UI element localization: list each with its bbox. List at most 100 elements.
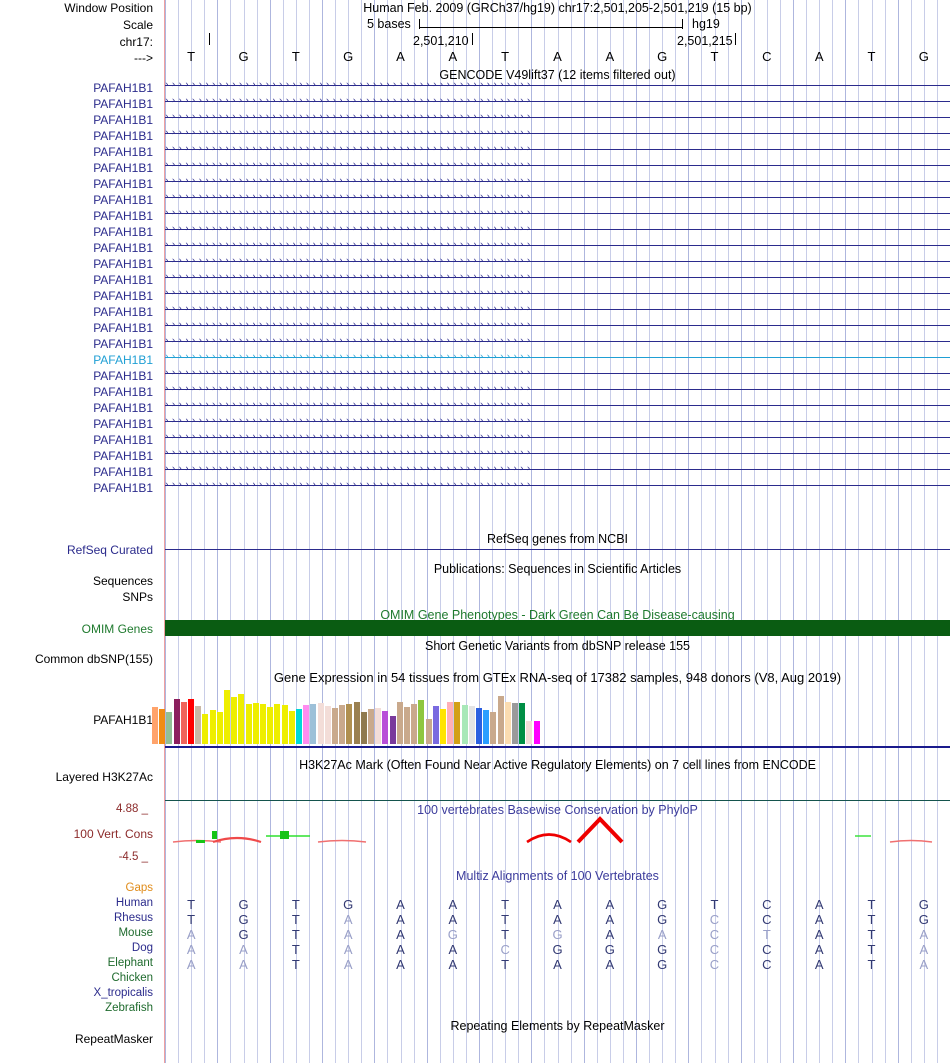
gtex-tissue-bar[interactable]: [353, 702, 360, 744]
gtex-tissue-bar[interactable]: [252, 703, 259, 744]
gencode-gene-label[interactable]: PAFAH1B1: [93, 161, 153, 175]
gtex-expression-barchart[interactable]: [152, 688, 542, 744]
multiz-species-label[interactable]: X_tropicalis: [93, 987, 153, 999]
gaps-label[interactable]: Gaps: [125, 882, 154, 894]
gencode-gene-label[interactable]: PAFAH1B1: [93, 433, 153, 447]
gencode-gene-label[interactable]: PAFAH1B1: [93, 305, 153, 319]
omim-track-label[interactable]: OMIM Genes: [81, 622, 153, 636]
multiz-species-label[interactable]: Chicken: [111, 972, 153, 984]
gencode-gene-label[interactable]: PAFAH1B1: [93, 369, 153, 383]
gencode-gene-row[interactable]: ››››››››››››››››››››››››››››››››››››››››…: [165, 353, 950, 362]
gtex-tissue-bar[interactable]: [332, 708, 338, 744]
gencode-gene-label[interactable]: PAFAH1B1: [93, 81, 153, 95]
gtex-tissue-bar[interactable]: [389, 716, 396, 744]
gtex-tissue-bar[interactable]: [274, 704, 281, 744]
gtex-tissue-bar[interactable]: [317, 703, 324, 744]
gencode-gene-row[interactable]: ››››››››››››››››››››››››››››››››››››››››…: [165, 305, 950, 314]
gencode-gene-label[interactable]: PAFAH1B1: [93, 337, 153, 351]
gencode-gene-label[interactable]: PAFAH1B1: [93, 145, 153, 159]
gtex-tissue-bar[interactable]: [324, 706, 331, 744]
gtex-tissue-bar[interactable]: [195, 706, 202, 744]
gtex-tissue-bar[interactable]: [468, 706, 475, 744]
omim-gene-block[interactable]: [165, 620, 950, 636]
multiz-species-label[interactable]: Dog: [131, 942, 153, 954]
gencode-gene-row[interactable]: ››››››››››››››››››››››››››››››››››››››››…: [165, 129, 950, 138]
gencode-gene-label[interactable]: PAFAH1B1: [93, 97, 153, 111]
refseq-feature-line[interactable]: [165, 549, 950, 550]
gencode-gene-label[interactable]: PAFAH1B1: [93, 401, 153, 415]
gtex-tissue-bar[interactable]: [447, 702, 454, 744]
gtex-tissue-bar[interactable]: [303, 705, 310, 744]
gtex-tissue-bar[interactable]: [166, 712, 173, 744]
gtex-tissue-bar[interactable]: [288, 711, 295, 744]
gtex-tissue-bar[interactable]: [375, 708, 382, 744]
gtex-tissue-bar[interactable]: [404, 707, 410, 744]
gencode-gene-row[interactable]: ››››››››››››››››››››››››››››››››››››››››…: [165, 97, 950, 106]
gencode-gene-row[interactable]: ››››››››››››››››››››››››››››››››››››››››…: [165, 385, 950, 394]
gtex-tissue-bar[interactable]: [526, 721, 533, 744]
gtex-tissue-bar[interactable]: [440, 709, 446, 744]
conservation-track-label[interactable]: 100 Vert. Cons: [73, 827, 153, 841]
gtex-tissue-bar[interactable]: [339, 705, 346, 744]
gencode-gene-label[interactable]: PAFAH1B1: [93, 353, 153, 367]
gtex-tissue-bar[interactable]: [533, 721, 540, 744]
multiz-species-label[interactable]: Zebrafish: [105, 1002, 153, 1014]
gtex-tissue-bar[interactable]: [296, 709, 302, 744]
gencode-gene-row[interactable]: ››››››››››››››››››››››››››››››››››››››››…: [165, 209, 950, 218]
gencode-gene-row[interactable]: ››››››››››››››››››››››››››››››››››››››››…: [165, 257, 950, 266]
conservation-phylop-plot[interactable]: [165, 806, 950, 864]
gtex-tissue-bar[interactable]: [310, 704, 317, 744]
gencode-gene-row[interactable]: ››››››››››››››››››››››››››››››››››››››››…: [165, 225, 950, 234]
publications-snps-label[interactable]: SNPs: [122, 590, 153, 604]
gencode-gene-label[interactable]: PAFAH1B1: [93, 321, 153, 335]
publications-sequences-label[interactable]: Sequences: [92, 574, 153, 588]
gencode-gene-row[interactable]: ››››››››››››››››››››››››››››››››››››››››…: [165, 337, 950, 346]
gencode-gene-label[interactable]: PAFAH1B1: [93, 225, 153, 239]
repeatmasker-track-label[interactable]: RepeatMasker: [74, 1032, 153, 1046]
gencode-gene-row[interactable]: ››››››››››››››››››››››››››››››››››››››››…: [165, 289, 950, 298]
gencode-gene-row[interactable]: ››››››››››››››››››››››››››››››››››››››››…: [165, 321, 950, 330]
gencode-gene-row[interactable]: ››››››››››››››››››››››››››››››››››››››››…: [165, 193, 950, 202]
gencode-gene-row[interactable]: ››››››››››››››››››››››››››››››››››››››››…: [165, 465, 950, 474]
refseq-track-label[interactable]: RefSeq Curated: [66, 543, 153, 557]
gencode-gene-label[interactable]: PAFAH1B1: [93, 449, 153, 463]
gtex-tissue-bar[interactable]: [159, 709, 166, 744]
gencode-gene-label[interactable]: PAFAH1B1: [93, 273, 153, 287]
gtex-tissue-bar[interactable]: [497, 696, 504, 744]
gtex-tissue-bar[interactable]: [519, 703, 526, 744]
gencode-gene-label[interactable]: PAFAH1B1: [93, 289, 153, 303]
gtex-tissue-bar[interactable]: [476, 708, 482, 744]
gtex-tissue-bar[interactable]: [260, 704, 266, 744]
gencode-gene-row[interactable]: ››››››››››››››››››››››››››››››››››››››››…: [165, 177, 950, 186]
gtex-tissue-bar[interactable]: [432, 706, 439, 744]
multiz-species-label[interactable]: Mouse: [118, 927, 153, 939]
dbsnp-track-label[interactable]: Common dbSNP(155): [34, 652, 153, 666]
gencode-gene-row[interactable]: ››››››››››››››››››››››››››››››››››››››››…: [165, 433, 950, 442]
gencode-gene-label[interactable]: PAFAH1B1: [93, 257, 153, 271]
gtex-tissue-bar[interactable]: [360, 712, 367, 744]
gencode-gene-row[interactable]: ››››››››››››››››››››››››››››››››››››››››…: [165, 113, 950, 122]
gtex-tissue-bar[interactable]: [461, 705, 468, 744]
gencode-gene-label[interactable]: PAFAH1B1: [93, 113, 153, 127]
gtex-tissue-bar[interactable]: [180, 702, 187, 744]
gtex-tissue-bar[interactable]: [245, 704, 252, 744]
gencode-gene-row[interactable]: ››››››››››››››››››››››››››››››››››››››››…: [165, 241, 950, 250]
gencode-gene-label[interactable]: PAFAH1B1: [93, 481, 153, 495]
gtex-tissue-bar[interactable]: [504, 702, 511, 744]
gencode-gene-row[interactable]: ››››››››››››››››››››››››››››››››››››››››…: [165, 273, 950, 282]
gtex-tissue-bar[interactable]: [483, 710, 490, 744]
gtex-tissue-bar[interactable]: [368, 709, 374, 744]
gencode-gene-row[interactable]: ››››››››››››››››››››››››››››››››››››››››…: [165, 81, 950, 90]
gencode-gene-row[interactable]: ››››››››››››››››››››››››››››››››››››››››…: [165, 417, 950, 426]
gtex-tissue-bar[interactable]: [396, 702, 403, 744]
gtex-tissue-bar[interactable]: [238, 694, 245, 744]
gtex-tissue-bar[interactable]: [216, 712, 223, 744]
gencode-gene-row[interactable]: ››››››››››››››››››››››››››››››››››››››››…: [165, 369, 950, 378]
gtex-tissue-bar[interactable]: [152, 707, 158, 744]
gtex-tissue-bar[interactable]: [281, 705, 288, 744]
gtex-tissue-bar[interactable]: [411, 704, 418, 744]
gtex-track-label[interactable]: PAFAH1B1: [93, 713, 153, 727]
gtex-tissue-bar[interactable]: [490, 712, 497, 744]
gencode-gene-label[interactable]: PAFAH1B1: [93, 177, 153, 191]
gencode-gene-label[interactable]: PAFAH1B1: [93, 385, 153, 399]
